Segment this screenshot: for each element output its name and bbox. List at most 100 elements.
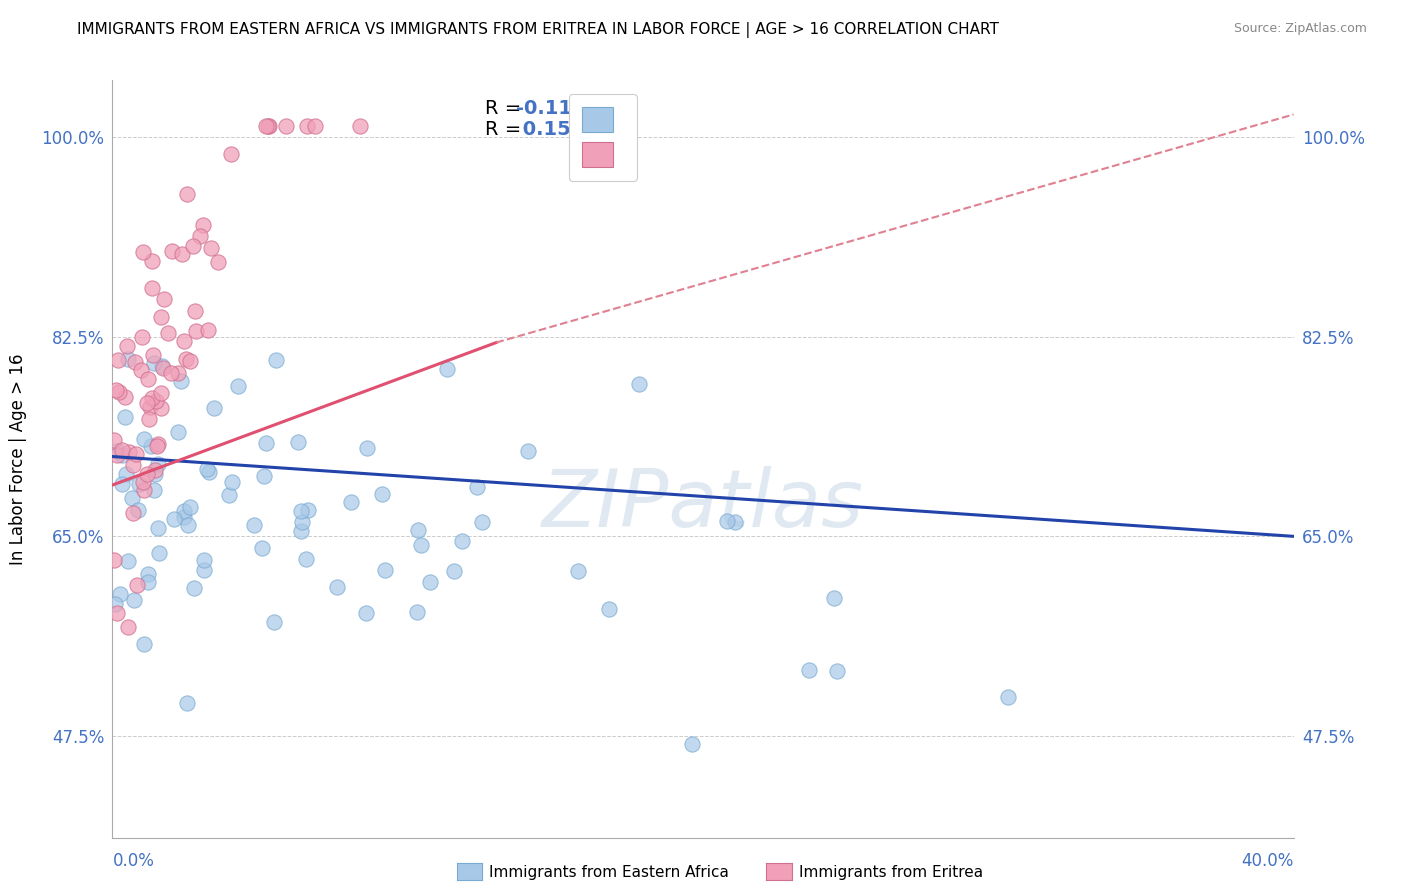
- Text: 0.157: 0.157: [516, 120, 585, 139]
- Text: R =: R =: [485, 99, 527, 118]
- Point: [111, 442, 134, 457]
- Point: [105, 383, 128, 397]
- Point: [141, 253, 163, 268]
- Point: [181, 239, 204, 253]
- Point: [115, 467, 138, 482]
- Point: [179, 500, 201, 515]
- Point: [250, 541, 273, 556]
- Point: [149, 310, 172, 325]
- Point: [723, 515, 745, 529]
- Text: Immigrants from Eritrea: Immigrants from Eritrea: [799, 865, 983, 880]
- Point: [374, 563, 396, 577]
- Point: [257, 119, 280, 133]
- Point: [117, 554, 139, 568]
- Point: [263, 615, 285, 630]
- Legend: , : ,: [568, 94, 637, 181]
- Point: [138, 412, 160, 426]
- Point: [218, 488, 240, 502]
- Point: [118, 444, 141, 458]
- Point: [125, 447, 148, 461]
- Point: [207, 255, 229, 269]
- Point: [287, 435, 309, 450]
- Point: [304, 119, 326, 133]
- Text: Immigrants from Eastern Africa: Immigrants from Eastern Africa: [489, 865, 730, 880]
- Point: [716, 514, 738, 528]
- Point: [128, 477, 150, 491]
- Point: [104, 597, 127, 611]
- Point: [111, 448, 134, 462]
- Point: [188, 229, 211, 244]
- Point: [465, 480, 488, 494]
- Point: [276, 119, 298, 133]
- Point: [145, 394, 167, 409]
- Point: [253, 469, 276, 483]
- Text: N =: N =: [571, 99, 627, 118]
- Point: [184, 324, 207, 338]
- Point: [152, 361, 174, 376]
- Point: [184, 303, 207, 318]
- Point: [125, 577, 148, 591]
- Point: [409, 538, 432, 552]
- Point: [170, 247, 193, 261]
- Point: [103, 553, 125, 567]
- Point: [132, 245, 155, 260]
- Point: [183, 582, 205, 596]
- Point: [159, 366, 181, 380]
- Point: [290, 504, 312, 518]
- Point: [122, 458, 145, 472]
- Point: [105, 606, 128, 620]
- Point: [450, 534, 472, 549]
- Point: [291, 515, 314, 529]
- Point: [193, 562, 215, 576]
- Point: [124, 355, 146, 369]
- Point: [419, 575, 441, 590]
- Point: [517, 444, 540, 458]
- Point: [339, 494, 361, 508]
- Point: [471, 515, 494, 529]
- Point: [136, 574, 159, 589]
- Point: [173, 334, 195, 348]
- Point: [326, 580, 349, 594]
- Point: [176, 518, 198, 533]
- Point: [354, 606, 377, 620]
- Point: [436, 362, 458, 376]
- Point: [198, 465, 221, 479]
- Point: [195, 462, 218, 476]
- Point: [169, 374, 191, 388]
- Point: [681, 738, 703, 752]
- Point: [406, 524, 429, 538]
- Point: [132, 432, 155, 446]
- Point: [176, 696, 198, 710]
- Point: [628, 377, 651, 392]
- Point: [567, 564, 589, 578]
- Point: [197, 323, 219, 337]
- Text: 65: 65: [606, 120, 634, 139]
- Point: [163, 511, 186, 525]
- Point: [146, 437, 169, 451]
- Point: [166, 366, 188, 380]
- Text: 40.0%: 40.0%: [1241, 852, 1294, 871]
- Point: [173, 510, 195, 524]
- Point: [823, 591, 845, 606]
- Point: [143, 355, 166, 369]
- Point: [221, 475, 243, 489]
- Point: [297, 119, 319, 133]
- Point: [141, 281, 163, 295]
- Point: [176, 352, 198, 367]
- Point: [193, 552, 215, 566]
- Point: [107, 352, 129, 367]
- Point: [146, 440, 169, 454]
- Y-axis label: In Labor Force | Age > 16: In Labor Force | Age > 16: [10, 353, 27, 566]
- Text: IMMIGRANTS FROM EASTERN AFRICA VS IMMIGRANTS FROM ERITREA IN LABOR FORCE | AGE >: IMMIGRANTS FROM EASTERN AFRICA VS IMMIGR…: [77, 22, 1000, 38]
- Point: [254, 119, 277, 133]
- Point: [148, 521, 170, 535]
- Point: [176, 186, 198, 201]
- Point: [173, 503, 195, 517]
- Point: [131, 329, 153, 343]
- Point: [200, 241, 222, 255]
- Point: [150, 359, 173, 373]
- Point: [103, 433, 125, 447]
- Point: [598, 601, 620, 615]
- Point: [297, 502, 319, 516]
- Point: [406, 605, 429, 619]
